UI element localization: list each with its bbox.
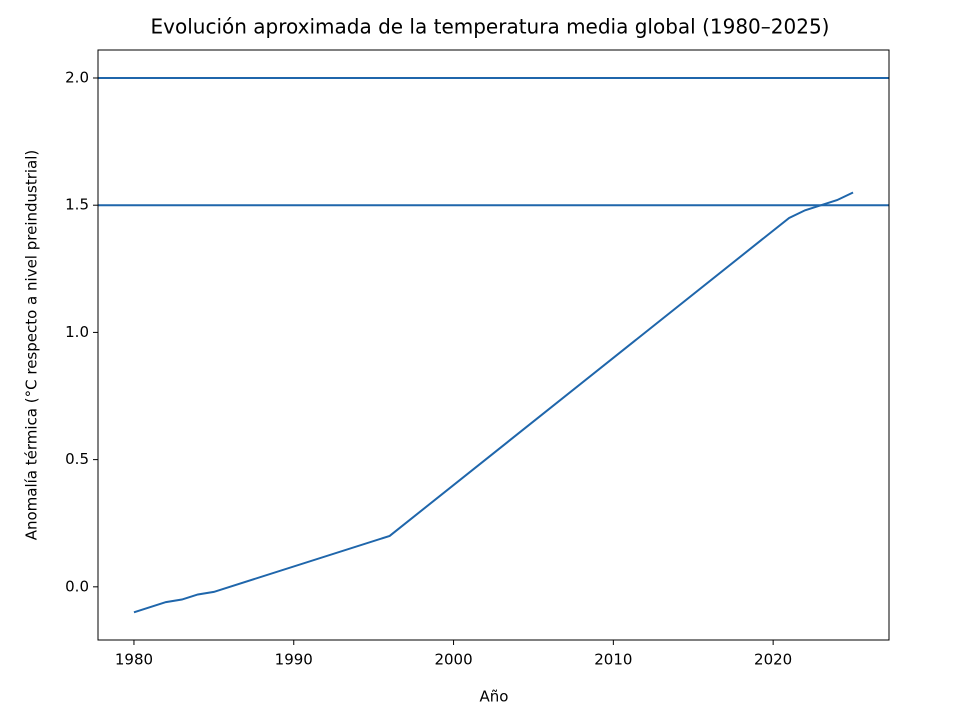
plot-frame xyxy=(97,49,890,641)
y-tick-label: 1.5 xyxy=(65,196,89,214)
y-tick-label: 0.5 xyxy=(65,450,89,468)
x-tick-label: 2000 xyxy=(434,651,472,669)
x-axis-label: Año xyxy=(480,688,509,706)
x-tick-label: 2020 xyxy=(754,651,792,669)
y-tick-label: 0.0 xyxy=(65,577,89,595)
x-tick-label: 1990 xyxy=(275,651,313,669)
y-tick-label: 1.0 xyxy=(65,323,89,341)
data-line xyxy=(133,191,854,614)
x-tick-label: 2010 xyxy=(594,651,632,669)
x-tick-label: 1980 xyxy=(115,651,153,669)
y-tick-label: 2.0 xyxy=(65,68,89,86)
y-axis-label: Anomalía térmica (°C respecto a nivel pr… xyxy=(23,150,41,541)
chart-title: Evolución aproximada de la temperatura m… xyxy=(151,15,830,39)
